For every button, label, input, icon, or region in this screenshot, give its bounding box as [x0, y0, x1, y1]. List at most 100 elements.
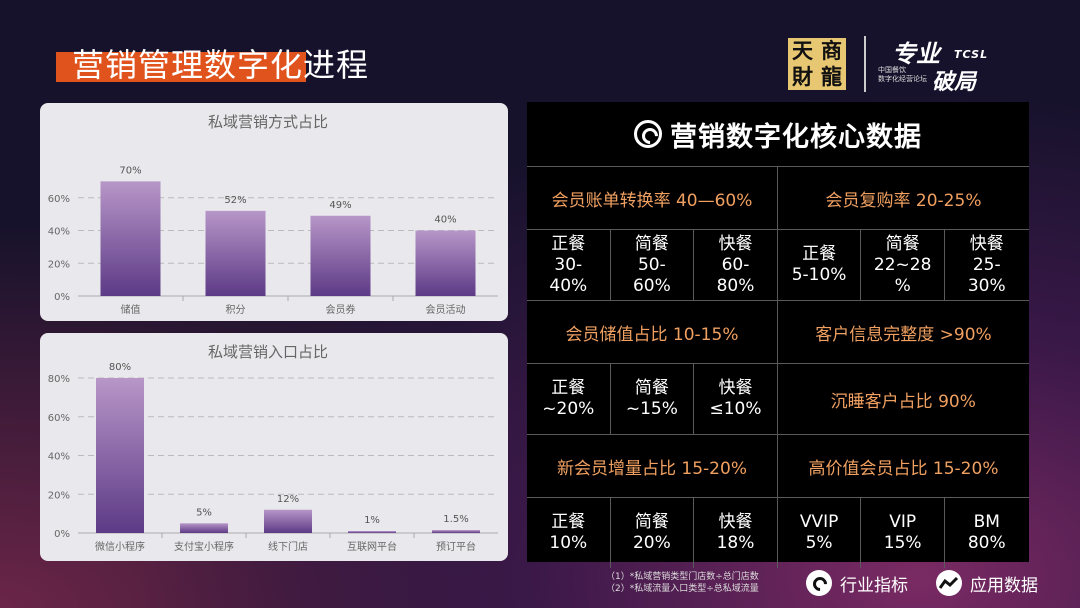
legend-label: 应用数据 [970, 575, 1038, 596]
logo-char: 財 [792, 64, 813, 89]
value-label: 正餐 [551, 512, 586, 532]
chart-entry-points: 私域营销入口占比 0% 20% 40% 60% 80% 80% 微信小程序 5% 支付宝小程序 12… [48, 343, 498, 553]
logo-text: 专业 [892, 40, 940, 68]
data-label: 80% [109, 362, 131, 373]
value-label: 简餐 [634, 233, 669, 254]
forum-logo: 专业 TCSL 中国餐饮 数字化经营论坛 破局 [878, 36, 1008, 95]
logo-char: 商 [821, 38, 842, 63]
value-text: 30- [554, 254, 583, 275]
data-label: 1% [364, 515, 380, 526]
core-data-panel: 营销数字化核心数据 会员账单转换率 40—60% 会员复购率 20-25% 正餐… [527, 102, 1029, 568]
y-tick-label: 0% [54, 292, 70, 303]
bar [96, 378, 144, 533]
category-label: 会员活动 [426, 303, 466, 316]
category-label: 支付宝小程序 [174, 540, 234, 553]
value-text: 40% [549, 275, 588, 296]
value-text: 18% [716, 533, 755, 553]
y-tick-label: 40% [48, 227, 70, 238]
value-text: 25- [972, 254, 1001, 275]
category-label: 互联网平台 [347, 540, 397, 553]
category-label: 预订平台 [436, 540, 476, 553]
value-text: 5% [805, 533, 833, 553]
data-label: 12% [277, 494, 299, 505]
value-cell: 正餐 5-10% [778, 230, 862, 300]
panel-header: 营销数字化核心数据 [527, 102, 1029, 166]
title-accent-bar [56, 52, 306, 82]
value-cell: 快餐 25- 30% [945, 230, 1029, 300]
category-label: 线下门店 [268, 540, 308, 553]
y-tick-label: 40% [48, 452, 70, 463]
legend-application: 应用数据 [936, 570, 1038, 596]
values-row: 正餐 10% 简餐 20% 快餐 18% VVIP 5% VIP 15% BM 80% [527, 497, 1029, 568]
page-title-area: 营销管理数字化进程 [56, 40, 416, 84]
value-text: ≤10% [709, 399, 762, 419]
data-label: 49% [329, 200, 351, 211]
value-label: 正餐 [551, 378, 586, 398]
category-label: 储值 [121, 303, 141, 316]
logo-text: 破局 [932, 70, 977, 95]
metric-cell: 新会员增量占比 15-20% [527, 435, 778, 497]
logo-divider [864, 36, 866, 92]
bar [205, 210, 266, 296]
value-label: 简餐 [634, 378, 669, 398]
chart-card-marketing-methods: 私域营销方式占比 0% 20% 40% 60% 70% 储值 52% 积分 49% 会员券 40% 会员… [40, 103, 508, 321]
value-cell: 简餐 ~15% [611, 364, 695, 434]
logo-char: 龍 [821, 64, 842, 89]
value-text: 80% [967, 533, 1006, 553]
logo-small-text: 中国餐饮 数字化经营论坛 [878, 66, 927, 84]
data-label: 1.5% [443, 514, 468, 525]
value-cell: 简餐 20% [611, 498, 695, 568]
value-text: 60% [632, 275, 671, 296]
y-tick-label: 60% [48, 413, 70, 424]
value-cell: VIP 15% [861, 498, 945, 568]
value-cell: 快餐 60- 80% [694, 230, 778, 300]
metric-cell: 沉睡客户占比 90% [830, 391, 976, 412]
logo-char: 天 [792, 38, 813, 63]
footnotes: （1）*私域营销类型门店数÷总门店数 （2）*私域流量入口类型÷总私域流量 [606, 571, 759, 595]
metric-row: 会员储值占比 10-15% 客户信息完整度 >90% [527, 300, 1029, 363]
bar [432, 530, 480, 533]
values-row: 正餐 ~20% 简餐 ~15% 快餐 ≤10% 沉睡客户占比 90% [527, 363, 1029, 434]
logo-small-line: 中国餐饮 [878, 66, 906, 74]
category-label: 积分 [226, 304, 246, 316]
value-text: 30% [967, 275, 1006, 296]
value-cell: 简餐 50- 60% [611, 230, 695, 300]
data-label: 70% [119, 165, 141, 176]
y-tick-label: 80% [48, 374, 70, 385]
footnote-line: （2）*私域流量入口类型÷总私域流量 [606, 584, 759, 594]
metric-icon [634, 120, 662, 148]
value-text: 20% [632, 533, 671, 553]
value-label: BM [973, 512, 1000, 532]
value-text: 80% [716, 275, 755, 296]
value-label: 快餐 [969, 233, 1004, 254]
bar [100, 181, 161, 296]
footnote-line: （1）*私域营销类型门店数÷总门店数 [606, 572, 759, 582]
value-label: VVIP [799, 512, 839, 532]
value-label: 快餐 [718, 378, 753, 398]
metric-cell: 会员储值占比 10-15% [527, 301, 778, 363]
data-label: 40% [434, 215, 456, 226]
legend-industry: 行业指标 [806, 570, 908, 596]
value-text: % [894, 275, 911, 296]
value-label: 快餐 [718, 512, 753, 532]
value-cell: 快餐 18% [694, 498, 778, 568]
value-label: 正餐 [802, 244, 837, 264]
data-label: 52% [224, 195, 246, 206]
metric-cell: 高价值会员占比 15-20% [808, 458, 999, 479]
chart-title: 私域营销入口占比 [208, 343, 328, 361]
tianshang-logo: 天 商 財 龍 [788, 38, 846, 90]
panel-title: 营销数字化核心数据 [670, 121, 922, 153]
logo-small-line: 数字化经营论坛 [878, 75, 927, 83]
value-text: ~15% [625, 399, 678, 419]
value-text: 22~28 [873, 254, 932, 275]
bar [348, 531, 396, 533]
y-tick-label: 20% [48, 259, 70, 270]
value-label: 简餐 [634, 512, 669, 532]
value-text: 60- [721, 254, 750, 275]
value-cell: 正餐 10% [527, 498, 611, 568]
value-cell: BM 80% [945, 498, 1029, 568]
bar [310, 215, 371, 296]
category-label: 会员券 [326, 303, 356, 316]
value-label: 快餐 [718, 233, 753, 254]
values-row: 正餐 30- 40% 简餐 50- 60% 快餐 60- 80% 正餐 5-10% 简餐 22~… [527, 229, 1029, 300]
